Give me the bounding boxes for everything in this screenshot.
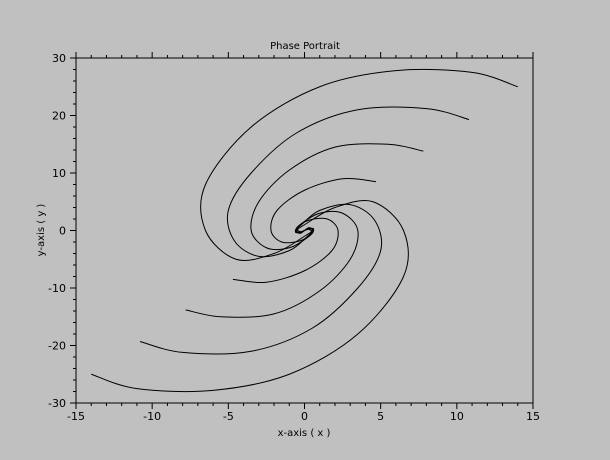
trajectory-3 xyxy=(250,143,424,250)
y-tick-label: 20 xyxy=(52,110,66,123)
y-tick-label: -20 xyxy=(48,340,66,353)
trajectory-7 xyxy=(185,211,359,318)
x-tick-label: -5 xyxy=(223,410,234,423)
series-layer xyxy=(91,68,518,393)
chart-title: Phase Portrait xyxy=(270,41,340,52)
trajectory-8 xyxy=(232,217,339,284)
trajectory-5 xyxy=(91,199,409,393)
trajectory-6 xyxy=(139,203,383,355)
x-tick-label: 0 xyxy=(301,410,308,423)
y-tick-label: -10 xyxy=(48,282,66,295)
x-tick-label: 5 xyxy=(377,410,384,423)
y-tick-label: -30 xyxy=(48,397,66,410)
y-tick-label: 30 xyxy=(52,52,66,65)
x-tick-label: 10 xyxy=(450,410,464,423)
x-tick-label: 15 xyxy=(526,410,540,423)
trajectory-1 xyxy=(200,68,518,262)
x-tick-label: -10 xyxy=(143,410,161,423)
trajectory-2 xyxy=(226,106,470,258)
y-axis: -30 -20 -10 0 10 20 30 xyxy=(48,52,76,410)
y-axis-label: y-axis ( y ) xyxy=(36,204,47,257)
y-tick-label: 0 xyxy=(59,225,66,238)
x-tick-label: -15 xyxy=(67,410,85,423)
y-tick-label: 10 xyxy=(52,167,66,180)
x-axis: -15 -10 -5 0 5 10 15 xyxy=(67,52,540,423)
trajectory-4 xyxy=(270,177,377,244)
x-axis-label: x-axis ( x ) xyxy=(278,428,331,439)
